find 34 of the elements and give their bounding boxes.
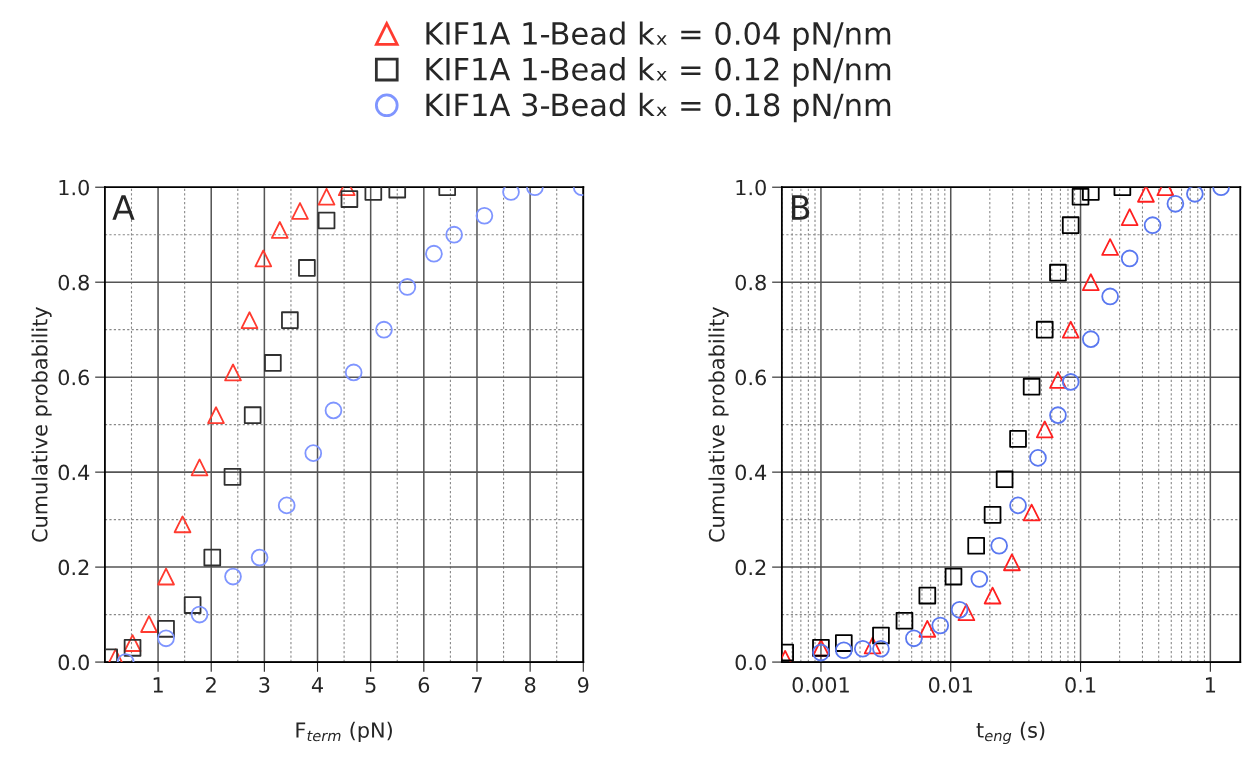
y-tick-label: 0.6 [58,369,90,386]
y-axis-title: Cumulative probability [708,306,729,542]
y-tick-label: 0.8 [58,274,89,291]
x-tick-label: 9 [577,677,589,693]
y-tick-label: 0.0 [735,654,766,671]
annotation: B [792,195,810,220]
x-tick-label: 3 [259,677,270,693]
x-tick-label: 8 [524,677,536,693]
x-tick-label: 4 [311,677,323,693]
x-tick-label: 6 [418,677,430,693]
y-tick-label: 0.8 [735,274,766,291]
x-tick-label: 2 [206,677,216,693]
y-tick-label: 0.2 [735,559,766,576]
y-tick-label: 0.4 [735,464,767,481]
legend-label: KIF1A 1-Bead kₓ = 0.12 pN/nm [426,57,891,87]
annotation: A [112,195,135,220]
y-tick-label: 1.0 [736,179,766,196]
legend-label: KIF1A 3-Bead kₓ = 0.18 pN/nm [426,92,891,123]
x-tick-label: 0.1 [1065,677,1096,693]
x-tick-label: 1 [153,677,163,693]
x-tick-label: 0.001 [792,677,849,693]
y-tick-label: 1.0 [59,179,89,196]
x-axis-title: F$_{term}$ (pN) [296,721,392,742]
x-tick-label: 0.01 [928,677,973,693]
y-tick-label: 0.0 [58,654,89,671]
y-tick-label: 0.4 [58,464,90,481]
x-axis-title: t$_{eng}$ (s) [976,721,1045,745]
y-tick-label: 0.2 [58,559,89,576]
x-tick-label: 1 [1206,677,1216,693]
x-tick-label: 7 [472,677,482,693]
x-tick-label: 5 [365,677,376,693]
y-tick-label: 0.6 [735,369,766,386]
y-axis-title: Cumulative probability [31,306,52,542]
legend-label: KIF1A 1-Bead kₓ = 0.04 pN/nm [426,21,891,51]
